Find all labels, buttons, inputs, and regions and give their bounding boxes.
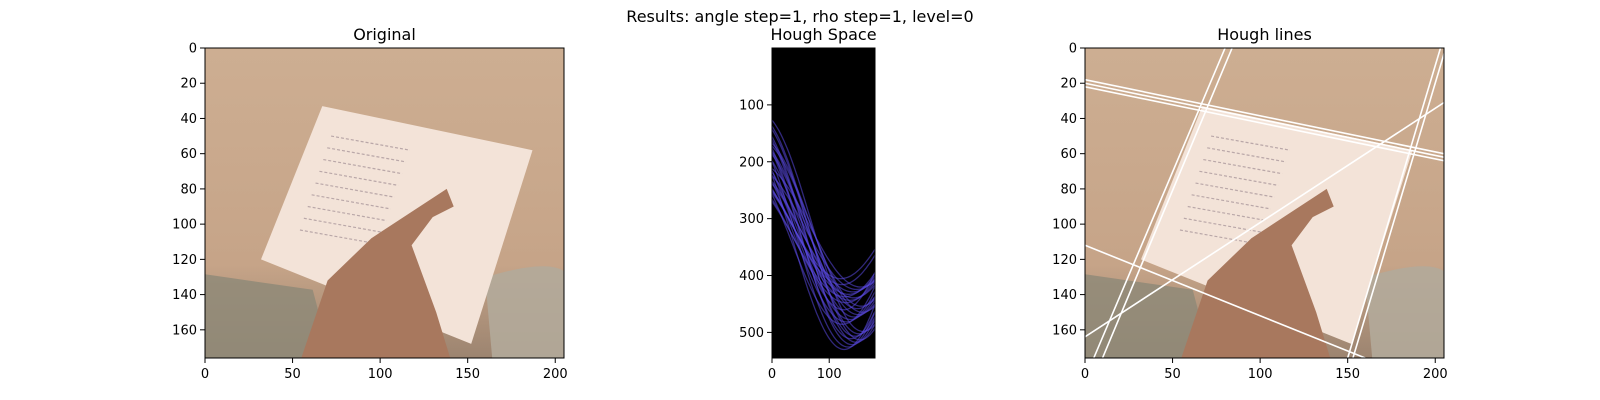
x-tick-label: 0 — [1081, 367, 1089, 382]
x-tick-label: 150 — [1335, 367, 1360, 382]
y-tick-label: 100 — [1052, 218, 1077, 233]
axes-frame — [771, 47, 876, 359]
hough-curves — [772, 119, 875, 351]
x-tick-label: 200 — [1423, 367, 1448, 382]
paper-text-line — [1203, 158, 1283, 175]
y-tick-label: 200 — [739, 155, 764, 170]
y-tick-label: 100 — [172, 218, 197, 233]
panel-hough-lines: 0 50 100 150 200 0 20 40 60 80 100 120 140 160 Hough l… — [1052, 25, 1447, 382]
hough-line — [1085, 244, 1366, 358]
y-tick-label: 20 — [180, 77, 197, 92]
hand — [301, 188, 454, 358]
paper-text-line — [327, 147, 407, 163]
x-tick-label: 150 — [455, 367, 480, 382]
figure-suptitle: Results: angle step=1, rho step=1, level… — [626, 7, 973, 26]
desk-clutter — [205, 274, 331, 358]
x-tick-label: 50 — [284, 367, 301, 382]
hough-line — [1346, 48, 1442, 358]
image-content — [1085, 48, 1444, 358]
y-tick-label: 140 — [172, 288, 197, 303]
y-tick-label: 60 — [180, 147, 197, 162]
y-tick-label: 80 — [180, 182, 197, 197]
y-tick-label: 120 — [172, 253, 197, 268]
hough-curve — [772, 151, 875, 316]
paper-text-line — [1207, 147, 1287, 163]
paper-text-line — [1195, 182, 1275, 198]
hough-curve — [772, 170, 875, 311]
hough-line — [1352, 51, 1444, 358]
hough-line — [1093, 48, 1226, 358]
paper-text-line — [311, 194, 391, 210]
panel-hough-space: 0 100 100 200 300 400 500 Hough Space — [739, 25, 876, 382]
x-tick-label: 100 — [1248, 367, 1273, 382]
telephone — [485, 266, 564, 358]
y-tick-label: 400 — [739, 269, 764, 284]
axes-frame — [204, 47, 565, 359]
paper-text-line — [1199, 170, 1279, 186]
paper-text-line — [1179, 229, 1259, 245]
x-tick-label: 100 — [817, 367, 842, 382]
y-tick-label: 160 — [1052, 323, 1077, 338]
y-tick-label: 100 — [739, 98, 764, 113]
x-tick-label: 0 — [768, 367, 776, 382]
y-tick-label: 160 — [172, 323, 197, 338]
hough-curve — [772, 136, 875, 343]
paper-text-line — [299, 229, 379, 245]
x-tick-label: 200 — [543, 367, 568, 382]
paper-text-line — [330, 135, 410, 151]
hough-line — [1101, 48, 1233, 358]
hough-curve — [772, 168, 875, 288]
y-tick-label: 20 — [1060, 77, 1077, 92]
hough-curve — [772, 125, 875, 341]
y-tick-label: 0 — [189, 42, 197, 57]
x-tick-label: 100 — [368, 367, 393, 382]
hough-line — [1085, 101, 1444, 338]
hough-curve — [772, 175, 875, 291]
image-content — [205, 48, 564, 358]
hough-curve — [772, 147, 875, 346]
hough-curve — [772, 189, 875, 301]
axes-frame — [1084, 47, 1445, 359]
paper-text-line — [303, 217, 383, 233]
paper-text-line — [1187, 205, 1267, 222]
paper-text-line — [323, 158, 403, 175]
desk-clutter — [1085, 274, 1211, 358]
paper-text-line — [307, 205, 387, 222]
x-tick-label: 0 — [201, 367, 209, 382]
y-tick-label: 80 — [1060, 182, 1077, 197]
y-tick-label: 40 — [180, 112, 197, 127]
paper-text-line — [315, 182, 395, 198]
hough-line — [1085, 82, 1444, 158]
y-tick-label: 140 — [1052, 288, 1077, 303]
paper-text-line — [319, 170, 399, 186]
y-tick-label: 300 — [739, 212, 764, 227]
y-tick-label: 120 — [1052, 253, 1077, 268]
hough-curve — [772, 180, 875, 299]
x-tick-label: 50 — [1164, 367, 1181, 382]
panel-title: Hough lines — [1217, 25, 1312, 44]
hand — [1181, 188, 1334, 358]
hough-line — [1085, 85, 1444, 162]
paper-text-line — [1191, 194, 1271, 210]
y-tick-label: 40 — [1060, 112, 1077, 127]
panel-title: Hough Space — [770, 25, 876, 44]
hough-curve — [772, 142, 875, 313]
hough-lines-group — [1085, 48, 1444, 358]
panel-original: 0 50 100 150 200 0 20 40 60 80 100 120 140 160 Origina… — [172, 25, 567, 382]
y-tick-label: 500 — [739, 326, 764, 341]
panel-title: Original — [353, 25, 416, 44]
y-tick-label: 0 — [1069, 42, 1077, 57]
telephone — [1365, 266, 1444, 358]
paper-text-line — [1210, 135, 1290, 151]
y-tick-label: 60 — [1060, 147, 1077, 162]
